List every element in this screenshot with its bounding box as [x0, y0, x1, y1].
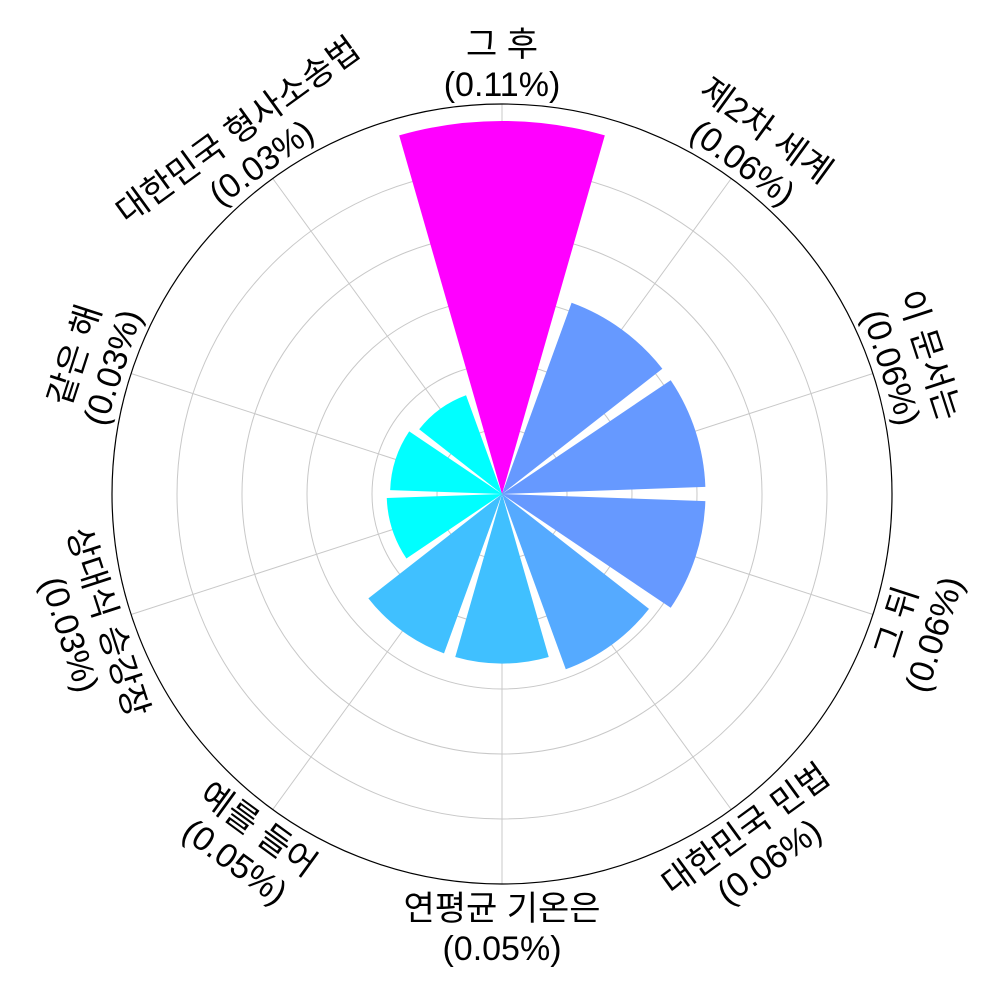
category-name: 그 후: [466, 26, 538, 64]
wedge-3: [502, 380, 706, 494]
outer-circle: [111, 103, 893, 885]
category-label-3: 이 문서는(0.06%): [855, 285, 968, 430]
wedge-2: [502, 302, 663, 494]
wedge-7: [368, 494, 502, 654]
category-percent: (0.11%): [444, 66, 561, 104]
wedge-5: [502, 494, 649, 670]
category-label-4: 그 뒤(0.06%): [867, 572, 971, 697]
category-label-10: 대한민국 형사소송법(0.03%): [109, 30, 367, 232]
category-label-2: 제2차 세계(0.06%): [683, 70, 839, 213]
wedge-10: [419, 395, 502, 494]
category-label-7: 예를 들어(0.05%): [175, 775, 323, 913]
wedge-1: [399, 120, 605, 494]
wedge-8: [386, 494, 502, 559]
category-name: 연평균 기온은: [403, 890, 600, 928]
wedge-4: [502, 494, 706, 608]
wedge-9: [390, 431, 502, 494]
wedge-6: [455, 494, 549, 664]
category-percent: (0.05%): [442, 930, 561, 968]
category-label-1: 그 후(0.11%): [444, 26, 561, 104]
category-label-6: 연평균 기온은(0.05%): [403, 890, 600, 968]
category-label-5: 대한민국 민법(0.06%): [655, 756, 837, 912]
category-label-9: 같은 해(0.03%): [41, 300, 150, 430]
